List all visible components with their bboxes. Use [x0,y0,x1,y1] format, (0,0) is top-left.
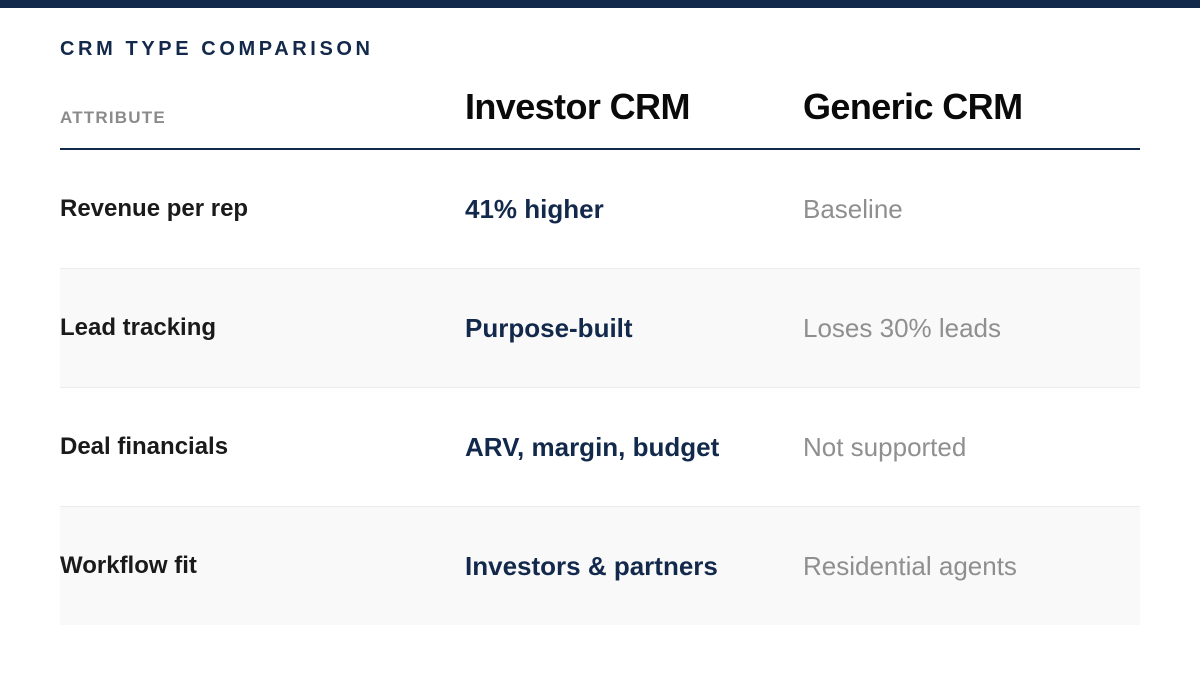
generic-crm-column-header: Generic CRM [803,86,1023,127]
attribute-cell: Lead tracking [60,314,217,341]
investor-crm-cell: 41% higher [465,194,604,224]
investor-crm-cell: Purpose-built [465,313,633,343]
attribute-cell: Revenue per rep [60,195,249,222]
table-row: Lead tracking Purpose-built Loses 30% le… [60,269,1140,388]
table-body: Revenue per rep 41% higher Baseline Lead… [60,150,1140,625]
table-header-row: ATTRIBUTE Investor CRM Generic CRM [60,80,1140,150]
attribute-cell: Deal financials [60,433,229,460]
attribute-cell: Workflow fit [60,552,197,579]
generic-crm-cell: Baseline [803,194,903,224]
attribute-column-header: ATTRIBUTE [60,108,166,127]
generic-crm-cell: Residential agents [803,551,1017,581]
table-row: Workflow fit Investors & partners Reside… [60,507,1140,625]
top-accent-bar [0,0,1200,8]
generic-crm-cell: Not supported [803,432,967,462]
table-row: Revenue per rep 41% higher Baseline [60,150,1140,269]
investor-crm-cell: Investors & partners [465,551,718,581]
investor-crm-column-header: Investor CRM [465,86,690,127]
table-eyebrow-title: CRM TYPE COMPARISON [60,38,374,60]
investor-crm-cell: ARV, margin, budget [465,432,720,462]
generic-crm-cell: Loses 30% leads [803,313,1002,343]
table-row: Deal financials ARV, margin, budget Not … [60,388,1140,507]
